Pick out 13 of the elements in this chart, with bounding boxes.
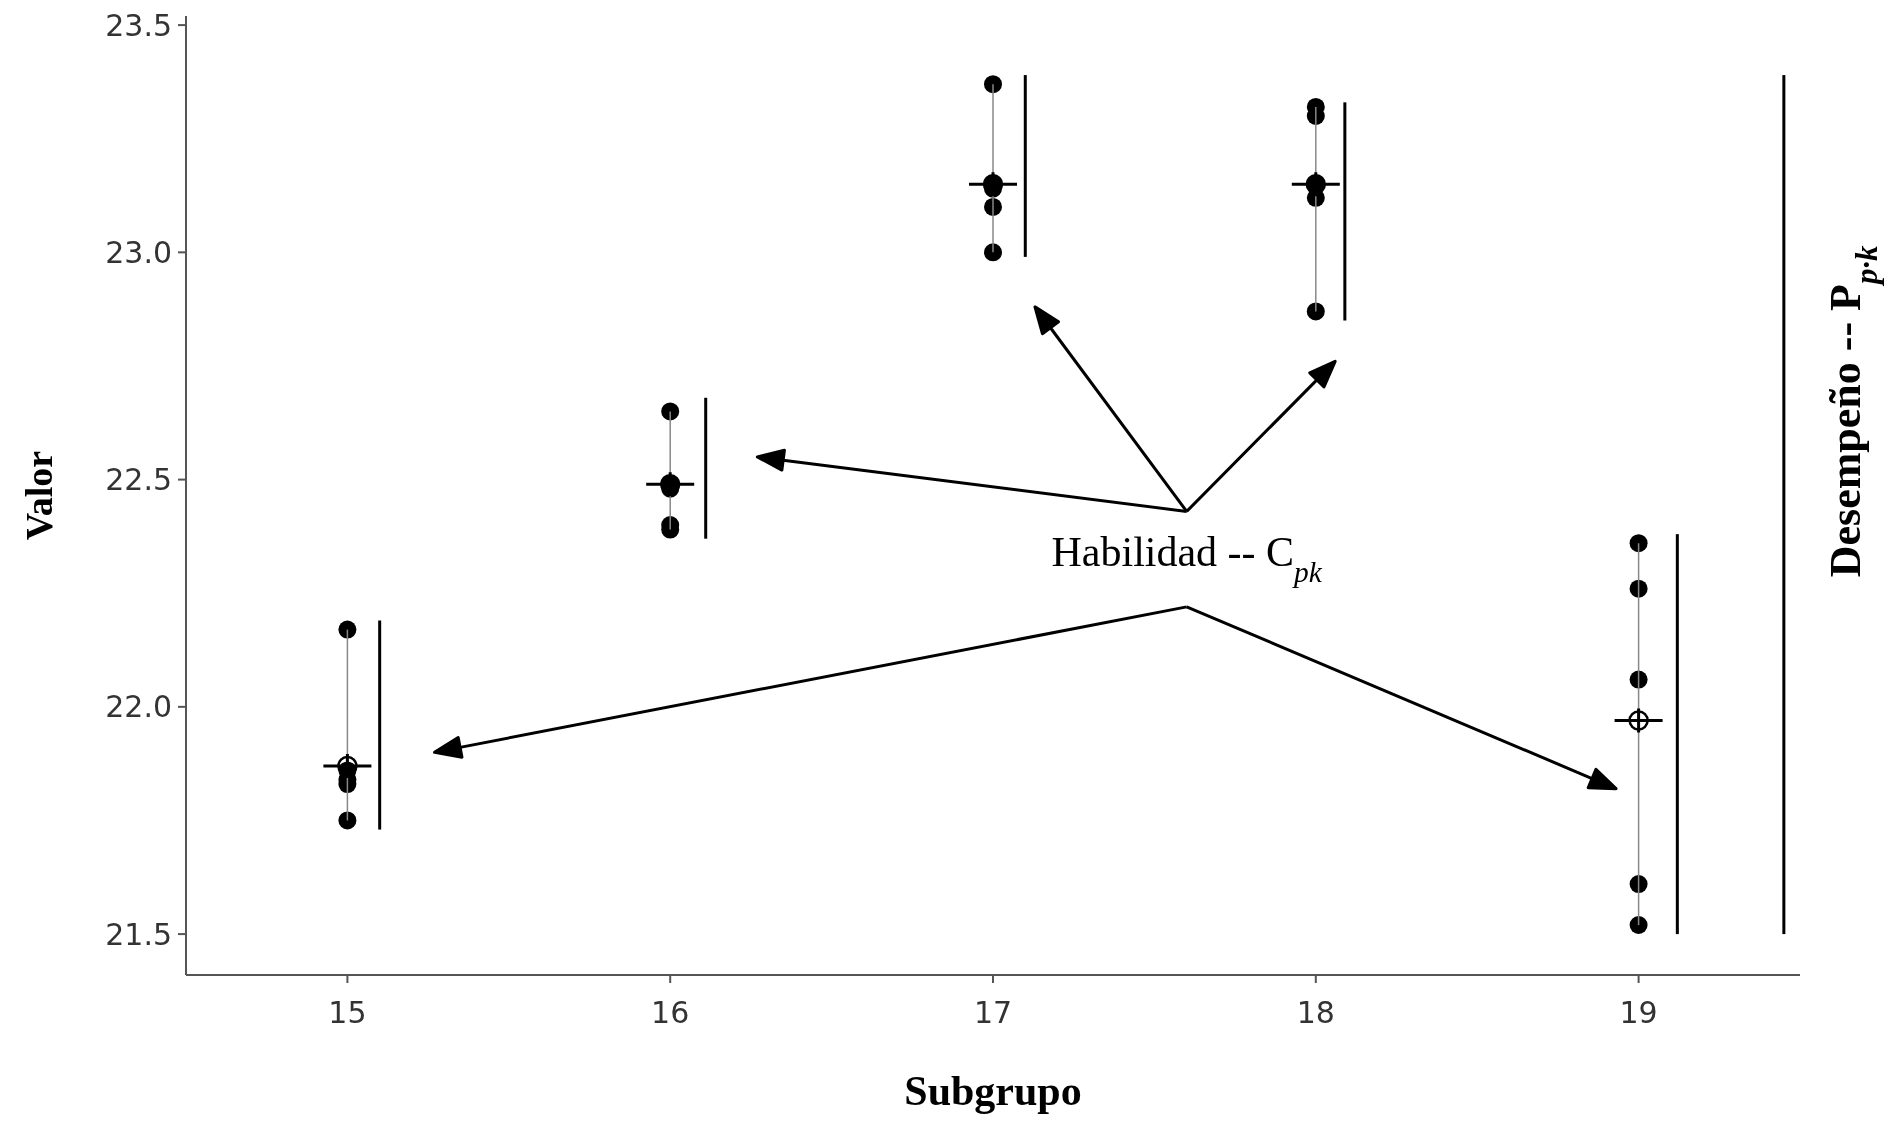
annotation: Habilidad -- C$_{pk}$	[1051, 528, 1323, 588]
y-tick-label: 23.0	[105, 234, 172, 270]
x-tick-label: 19	[1619, 995, 1658, 1030]
y-tick-label: 22.5	[105, 462, 172, 498]
y-tick-label: 23.5	[105, 7, 172, 43]
x-tick-label: 17	[973, 995, 1013, 1030]
y-tick-label: 22.0	[105, 689, 172, 725]
y-axis-title: Valor	[18, 450, 60, 541]
x-axis-title: Subgrupo	[904, 1068, 1082, 1114]
x-tick-label: 18	[1296, 995, 1335, 1030]
y-tick-label: 21.5	[105, 916, 172, 952]
x-tick-label: 16	[651, 995, 690, 1030]
x-tick-label: 15	[328, 995, 367, 1030]
